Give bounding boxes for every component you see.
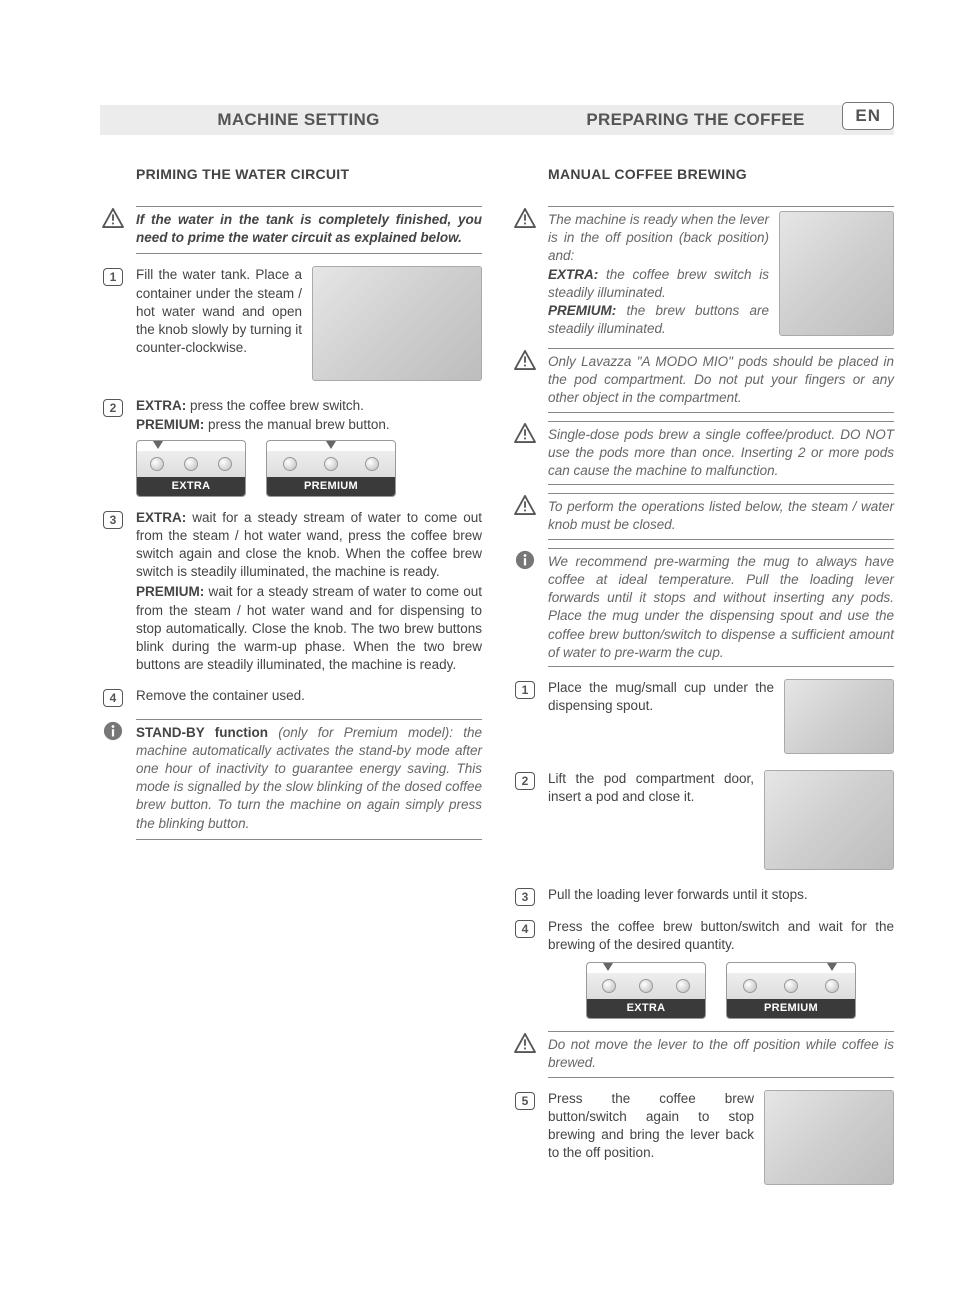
left-warning-1: If the water in the tank is completely f… — [100, 206, 482, 254]
control-panel-premium: PREMIUM — [266, 440, 396, 497]
right-warning-3: Single-dose pods brew a single coffee/pr… — [512, 421, 894, 486]
right-title-row: MANUAL COFFEE BREWING — [512, 165, 894, 194]
page-body: PRIMING THE WATER CIRCUIT If the water i… — [0, 0, 954, 1241]
right-step-4: 4 Press the coffee brew button/switch an… — [512, 918, 894, 1019]
step-number-3: 3 — [103, 511, 123, 529]
control-panel-extra-2: EXTRA — [586, 962, 706, 1019]
warning-icon — [514, 350, 536, 370]
right-info-prewarm: We recommend pre-warming the mug to alwa… — [512, 548, 894, 667]
control-panel-extra: EXTRA — [136, 440, 246, 497]
right-step2-text: Lift the pod compartment door, insert a … — [548, 771, 754, 804]
left-step1-text: Fill the water tank. Place a container u… — [136, 267, 302, 355]
left-warn1-text: If the water in the tank is completely f… — [136, 212, 482, 245]
warning-icon — [514, 423, 536, 443]
panel-premium-label-2: PREMIUM — [727, 999, 855, 1018]
standby-text: (only for Premium model): the machine au… — [136, 725, 482, 831]
panel-extra-label: EXTRA — [137, 477, 245, 496]
warn2-text: Only Lavazza "A MODO MIO" pods should be… — [548, 354, 894, 405]
right-step-5: 5 Press the coffee brew button/switch ag… — [512, 1090, 894, 1189]
step-number-4: 4 — [515, 920, 535, 938]
step2-extra-label: EXTRA: — [136, 398, 186, 413]
right-step1-text: Place the mug/small cup under the dispen… — [548, 680, 774, 713]
left-step-4: 4 Remove the container used. — [100, 687, 482, 707]
warning-icon — [514, 208, 536, 228]
right-warning-5: Do not move the lever to the off positio… — [512, 1031, 894, 1077]
info-icon — [514, 550, 536, 570]
header-left-title: MACHINE SETTING — [100, 110, 497, 130]
header-right-title: PREPARING THE COFFEE — [497, 110, 894, 130]
left-step4-text: Remove the container used. — [136, 688, 305, 703]
step3-premium-label: PREMIUM: — [136, 584, 204, 599]
right-step5-text: Press the coffee brew button/switch agai… — [548, 1091, 754, 1161]
left-info-standby: STAND-BY function (only for Premium mode… — [100, 719, 482, 840]
pod-insert-image — [764, 770, 894, 870]
step-number-1: 1 — [103, 268, 123, 286]
step-number-5: 5 — [515, 1092, 535, 1110]
language-badge: EN — [842, 102, 894, 130]
left-column: PRIMING THE WATER CIRCUIT If the water i… — [100, 100, 482, 1201]
machine-image-1 — [312, 266, 482, 381]
step-number-3: 3 — [515, 888, 535, 906]
step-number-1: 1 — [515, 681, 535, 699]
right-step-2: 2 Lift the pod compartment door, insert … — [512, 770, 894, 874]
right-warning-1: The machine is ready when the lever is i… — [512, 206, 894, 340]
control-panel-premium-2: PREMIUM — [726, 962, 856, 1019]
right-section-title: MANUAL COFFEE BREWING — [548, 165, 894, 184]
panel-extra-label-2: EXTRA — [587, 999, 705, 1018]
right-step-3: 3 Pull the loading lever forwards until … — [512, 886, 894, 906]
step3-extra-text: wait for a steady stream of water to com… — [136, 510, 482, 580]
left-section-title: PRIMING THE WATER CIRCUIT — [136, 165, 482, 184]
standby-label: STAND-BY function — [136, 725, 268, 740]
warn4-text: To perform the operations listed below, … — [548, 499, 894, 532]
right-column: MANUAL COFFEE BREWING The machine is rea… — [512, 100, 894, 1201]
warn1-intro: The machine is ready when the lever is i… — [548, 212, 769, 263]
left-step-1: 1 Fill the water tank. Place a container… — [100, 266, 482, 385]
lever-back-image — [764, 1090, 894, 1185]
step-number-2: 2 — [515, 772, 535, 790]
panel-premium-label: PREMIUM — [267, 477, 395, 496]
warn3-text: Single-dose pods brew a single coffee/pr… — [548, 427, 894, 478]
warning-icon — [514, 495, 536, 515]
step-number-2: 2 — [103, 399, 123, 417]
left-step-3: 3 EXTRA: wait for a steady stream of wat… — [100, 509, 482, 675]
info-icon — [102, 721, 124, 741]
left-step-2: 2 EXTRA: press the coffee brew switch. P… — [100, 397, 482, 496]
warning-icon — [514, 1033, 536, 1053]
step2-premium-label: PREMIUM: — [136, 417, 204, 432]
right-warning-4: To perform the operations listed below, … — [512, 493, 894, 539]
right-step-1: 1 Place the mug/small cup under the disp… — [512, 679, 894, 758]
step3-extra-label: EXTRA: — [136, 510, 186, 525]
step-number-4: 4 — [103, 689, 123, 707]
right-step3-text: Pull the loading lever forwards until it… — [548, 887, 808, 902]
step2-extra-text: press the coffee brew switch. — [186, 398, 364, 413]
machine-image-ready — [779, 211, 894, 336]
info-prewarm-text: We recommend pre-warming the mug to alwa… — [548, 554, 894, 660]
warn5-text: Do not move the lever to the off positio… — [548, 1037, 894, 1070]
warn1-extra-label: EXTRA: — [548, 267, 598, 282]
warn1-prem-label: PREMIUM: — [548, 303, 616, 318]
right-step4-text: Press the coffee brew button/switch and … — [548, 919, 894, 952]
warning-icon — [102, 208, 124, 228]
header-bar: MACHINE SETTING PREPARING THE COFFEE EN — [100, 105, 894, 135]
right-warning-2: Only Lavazza "A MODO MIO" pods should be… — [512, 348, 894, 413]
left-title-row: PRIMING THE WATER CIRCUIT — [100, 165, 482, 194]
step2-premium-text: press the manual brew button. — [204, 417, 389, 432]
mug-placement-image — [784, 679, 894, 754]
